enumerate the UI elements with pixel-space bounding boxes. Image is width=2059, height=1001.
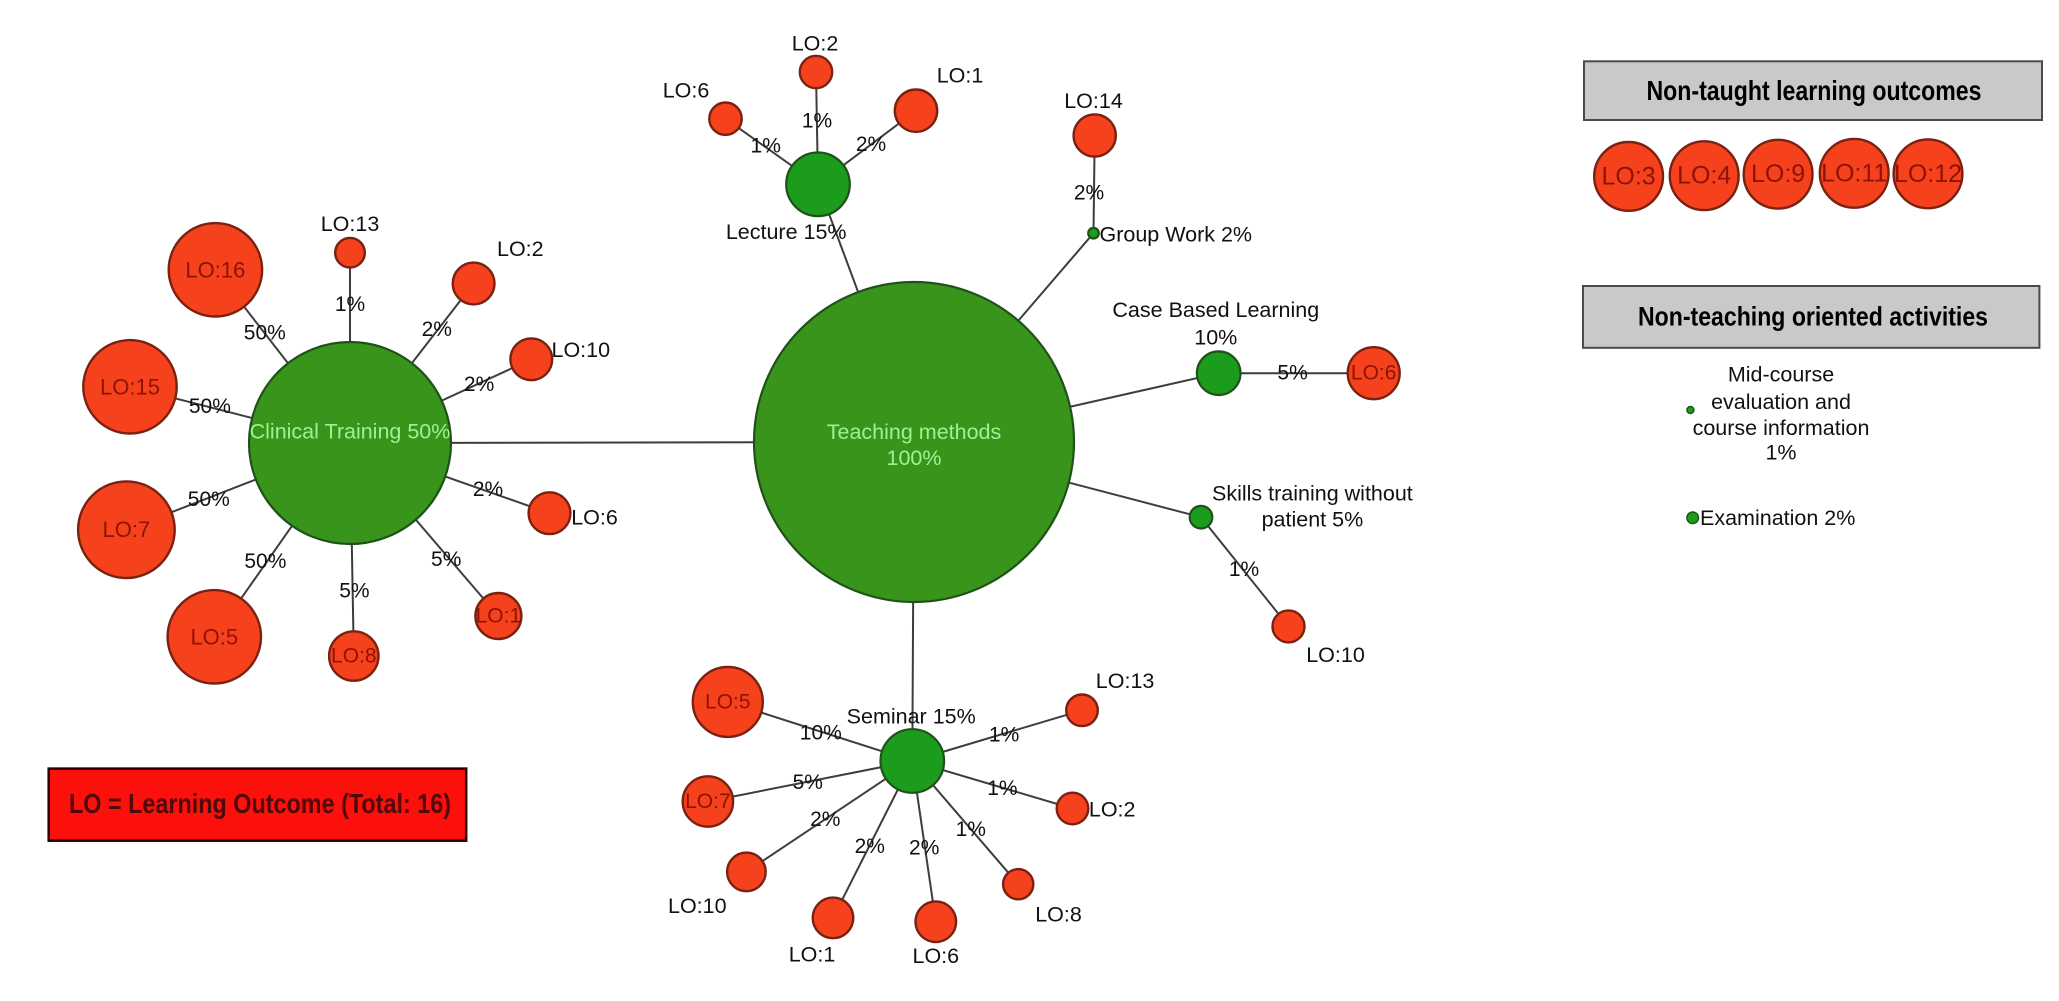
svg-text:LO:6: LO:6 — [663, 79, 710, 103]
svg-text:LO:10: LO:10 — [668, 894, 727, 918]
svg-text:5%: 5% — [339, 580, 369, 603]
svg-text:LO:6: LO:6 — [1351, 362, 1397, 385]
svg-text:1%: 1% — [987, 777, 1017, 800]
svg-text:course information: course information — [1693, 416, 1870, 440]
svg-text:2%: 2% — [1074, 182, 1104, 205]
svg-text:Skills training without: Skills training without — [1212, 481, 1413, 505]
svg-text:LO:2: LO:2 — [792, 32, 839, 56]
svg-text:LO:15: LO:15 — [100, 374, 160, 399]
svg-text:LO:9: LO:9 — [1751, 160, 1805, 188]
svg-text:2%: 2% — [422, 318, 452, 341]
svg-text:50%: 50% — [189, 395, 231, 418]
svg-text:patient 5%: patient 5% — [1262, 507, 1364, 531]
svg-text:LO:11: LO:11 — [1821, 159, 1887, 187]
svg-text:Mid-course: Mid-course — [1728, 362, 1834, 386]
svg-text:Non-taught learning outcomes: Non-taught learning outcomes — [1647, 75, 1982, 106]
svg-text:1%: 1% — [802, 110, 832, 133]
svg-text:10%: 10% — [800, 722, 842, 745]
svg-text:LO:13: LO:13 — [321, 212, 380, 236]
svg-text:5%: 5% — [793, 771, 823, 794]
svg-text:Teaching methods: Teaching methods — [827, 420, 1002, 444]
svg-text:Case Based Learning: Case Based Learning — [1112, 298, 1319, 322]
svg-text:50%: 50% — [244, 322, 286, 345]
svg-text:Clinical Training 50%: Clinical Training 50% — [250, 419, 451, 443]
svg-text:2%: 2% — [473, 478, 503, 501]
svg-text:LO:7: LO:7 — [685, 790, 731, 813]
svg-text:LO:13: LO:13 — [1096, 669, 1155, 693]
svg-text:1%: 1% — [1229, 558, 1259, 581]
svg-text:Seminar 15%: Seminar 15% — [847, 705, 976, 729]
svg-text:1%: 1% — [956, 818, 986, 841]
svg-text:LO:16: LO:16 — [185, 257, 245, 282]
svg-text:50%: 50% — [244, 550, 286, 573]
svg-text:LO:12: LO:12 — [1894, 160, 1962, 188]
svg-text:LO:3: LO:3 — [1601, 162, 1655, 190]
svg-text:LO:8: LO:8 — [1035, 903, 1082, 927]
svg-text:LO:2: LO:2 — [1089, 798, 1136, 822]
svg-text:Non-teaching oriented activiti: Non-teaching oriented activities — [1638, 302, 1988, 332]
svg-text:LO:14: LO:14 — [1064, 89, 1123, 113]
svg-text:50%: 50% — [188, 488, 230, 511]
svg-text:LO:8: LO:8 — [331, 645, 377, 668]
svg-text:2%: 2% — [909, 837, 939, 860]
svg-text:5%: 5% — [1277, 362, 1307, 385]
svg-text:LO:1: LO:1 — [476, 605, 522, 628]
svg-text:1%: 1% — [1765, 441, 1796, 465]
svg-text:LO:10: LO:10 — [1306, 643, 1365, 667]
svg-text:Lecture 15%: Lecture 15% — [726, 220, 847, 244]
svg-text:evaluation and: evaluation and — [1711, 390, 1851, 414]
svg-text:1%: 1% — [335, 293, 365, 316]
svg-text:1%: 1% — [989, 724, 1019, 747]
svg-text:LO:5: LO:5 — [190, 624, 238, 649]
svg-text:2%: 2% — [810, 808, 840, 831]
svg-text:5%: 5% — [431, 548, 461, 571]
svg-text:Examination 2%: Examination 2% — [1700, 506, 1855, 530]
svg-text:100%: 100% — [887, 446, 942, 470]
svg-text:2%: 2% — [856, 133, 886, 156]
svg-text:LO:10: LO:10 — [552, 338, 611, 362]
svg-text:2%: 2% — [464, 373, 494, 396]
svg-text:LO:2: LO:2 — [497, 237, 544, 261]
svg-text:LO:7: LO:7 — [103, 517, 151, 542]
svg-text:Group Work 2%: Group Work 2% — [1100, 223, 1253, 247]
svg-text:LO:4: LO:4 — [1677, 162, 1731, 190]
svg-text:10%: 10% — [1194, 326, 1237, 350]
svg-text:1%: 1% — [751, 135, 781, 158]
svg-text:LO:6: LO:6 — [571, 506, 618, 530]
svg-text:LO = Learning Outcome (Total:: LO = Learning Outcome (Total: 16) — [69, 788, 451, 819]
svg-text:2%: 2% — [855, 835, 885, 858]
svg-text:LO:6: LO:6 — [912, 944, 959, 968]
svg-text:LO:1: LO:1 — [937, 64, 984, 88]
svg-text:LO:1: LO:1 — [789, 942, 836, 966]
svg-text:LO:5: LO:5 — [705, 690, 751, 713]
